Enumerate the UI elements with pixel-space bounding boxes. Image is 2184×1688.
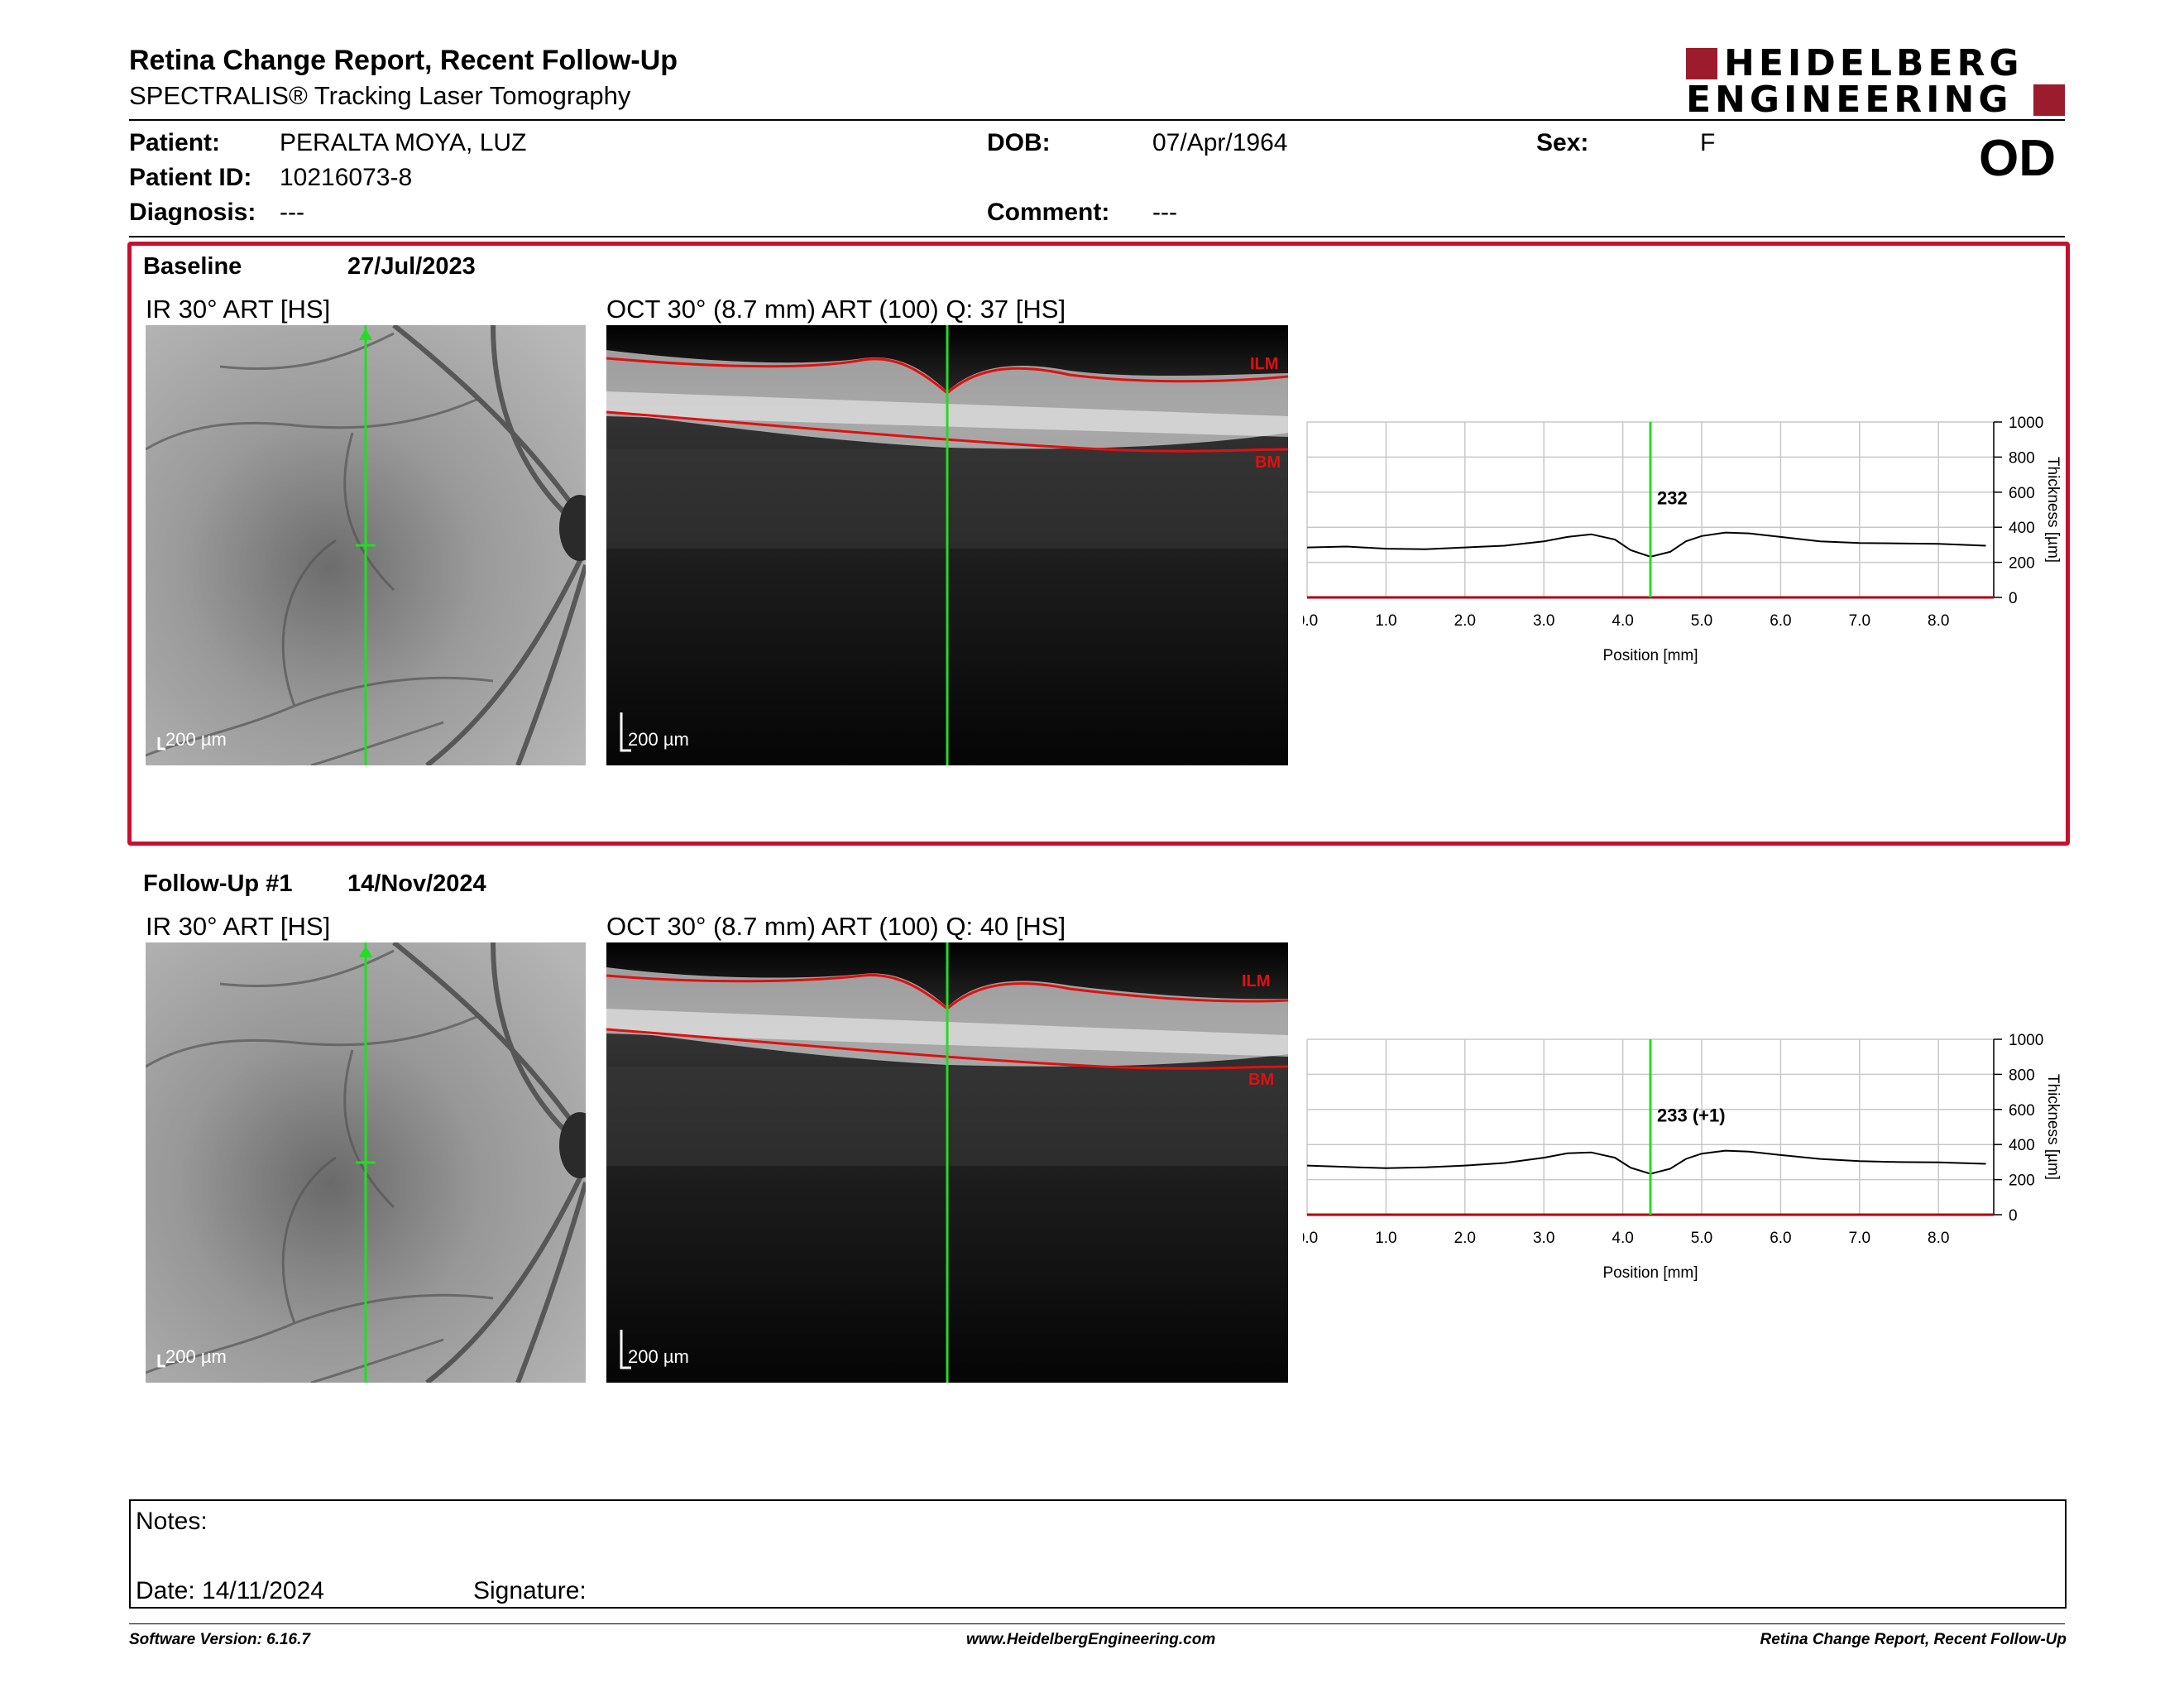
x-axis-label: Position [mm] [1602,647,1698,664]
y-tick-label: 1000 [2009,1032,2043,1049]
baseline-highlight-box [127,242,2070,846]
y-tick-label: 400 [2009,1137,2035,1154]
y-tick-label: 0 [2009,1207,2018,1225]
y-tick-label: 800 [2009,449,2035,467]
baseline-oct-scan-image: ILM BM 200 µm [606,325,1289,765]
x-tick-label: 4.0 [1612,1230,1633,1247]
baseline-bm-label: BM [1255,453,1281,472]
x-tick-label: 1.0 [1375,612,1396,630]
diagnosis-label: Diagnosis: [129,199,256,226]
baseline-oct-scalebar: 200 µm [628,729,689,750]
x-tick-label: 5.0 [1691,612,1712,630]
followup-ilm-label: ILM [1242,972,1270,990]
baseline-date: 27/Jul/2023 [347,253,476,280]
header-divider [129,119,2065,121]
x-tick-label: 0.0 [1303,1230,1318,1247]
software-version: Software Version: 6.16.7 [129,1631,310,1648]
comment-label: Comment: [987,199,1110,226]
patient-label: Patient: [129,129,221,156]
thickness-series-line [1306,1149,1986,1175]
website-url[interactable]: www.HeidelbergEngineering.com [966,1631,1216,1648]
thickness-value-label: 232 [1657,488,1688,509]
x-tick-label: 6.0 [1770,612,1791,630]
y-tick-label: 200 [2009,1172,2035,1190]
thickness-value-label: 233 (+1) [1657,1105,1726,1126]
report-subtitle: SPECTRALIS® Tracking Laser Tomography [129,81,631,110]
x-tick-label: 5.0 [1691,1230,1712,1247]
followup-oct-scan-image: ILM BM 200 µm [606,942,1289,1383]
followup-bm-label: BM [1248,1071,1274,1089]
patient-name: PERALTA MOYA, LUZ [280,129,527,156]
sex-label: Sex: [1536,129,1589,156]
y-tick-label: 600 [2009,485,2035,502]
eye-indicator: OD [1979,130,2056,187]
logo-line2: ENGINEERING [1686,79,2013,121]
y-tick-label: 400 [2009,520,2035,537]
patient-divider [129,236,2065,237]
followup-ir-fundus-image: 200 µm [145,940,601,1385]
x-tick-label: 2.0 [1454,612,1476,630]
patient-id-label: Patient ID: [129,164,252,191]
x-tick-label: 4.0 [1612,612,1633,630]
x-tick-label: 7.0 [1849,612,1870,630]
notes-box[interactable]: Notes: Date: 14/11/2024 Signature: [129,1499,2067,1609]
comment-value: --- [1152,199,1177,226]
y-tick-label: 1000 [2009,415,2043,432]
report-title: Retina Change Report, Recent Follow-Up [129,45,678,76]
footer-divider [129,1623,2065,1624]
followup-oct-label: OCT 30° (8.7 mm) ART (100) Q: 40 [HS] [606,912,1066,941]
dob-label: DOB: [987,129,1051,156]
x-tick-label: 2.0 [1454,1230,1476,1247]
baseline-oct-label: OCT 30° (8.7 mm) ART (100) Q: 37 [HS] [606,295,1066,324]
followup-ir-scalebar: 200 µm [165,1346,227,1367]
baseline-ir-label: IR 30° ART [HS] [146,295,331,324]
x-tick-label: 1.0 [1375,1230,1396,1247]
logo-line1: HEIDELBERG [1724,42,2024,84]
x-tick-label: 8.0 [1928,1230,1949,1247]
baseline-thickness-chart: 0.0 1.0 2.0 3.0 4.0 5.0 6.0 7.0 8.0 0 200 400 600 800… [1296,414,2081,679]
signature-label: Signature: [473,1577,587,1604]
y-axis-label: Thickness [µm] [2044,1074,2062,1180]
x-tick-label: 3.0 [1533,612,1554,630]
x-axis-label: Position [mm] [1602,1264,1698,1282]
y-tick-label: 600 [2009,1102,2035,1120]
baseline-label: Baseline [143,253,242,280]
y-tick-label: 0 [2009,590,2018,607]
x-tick-label: 0.0 [1303,612,1318,630]
followup-thickness-chart: 0.0 1.0 2.0 3.0 4.0 5.0 6.0 7.0 8.0 0 200 400 600 800… [1296,1031,2081,1296]
dob-value: 07/Apr/1964 [1152,129,1288,156]
x-tick-label: 3.0 [1533,1230,1554,1247]
followup-label: Follow-Up #1 [143,870,293,897]
y-tick-label: 800 [2009,1067,2035,1084]
y-axis-label: Thickness [µm] [2044,457,2062,563]
y-tick-label: 200 [2009,555,2035,573]
baseline-ir-scalebar: 200 µm [165,729,227,750]
followup-oct-scalebar: 200 µm [628,1346,689,1367]
x-tick-label: 7.0 [1849,1230,1870,1247]
sex-value: F [1700,129,1716,156]
followup-ir-label: IR 30° ART [HS] [146,912,331,941]
baseline-ir-fundus-image: 200 µm [145,323,601,768]
x-tick-label: 6.0 [1770,1230,1791,1247]
x-tick-label: 8.0 [1928,612,1949,630]
followup-date: 14/Nov/2024 [347,870,486,897]
footer-report-name: Retina Change Report, Recent Follow-Up [1760,1631,2067,1648]
thickness-series-line [1306,531,1986,558]
patient-id: 10216073-8 [280,164,413,191]
notes-date: Date: 14/11/2024 [136,1577,324,1604]
diagnosis-value: --- [280,199,304,226]
notes-label: Notes: [136,1508,208,1535]
baseline-ilm-label: ILM [1250,355,1278,373]
